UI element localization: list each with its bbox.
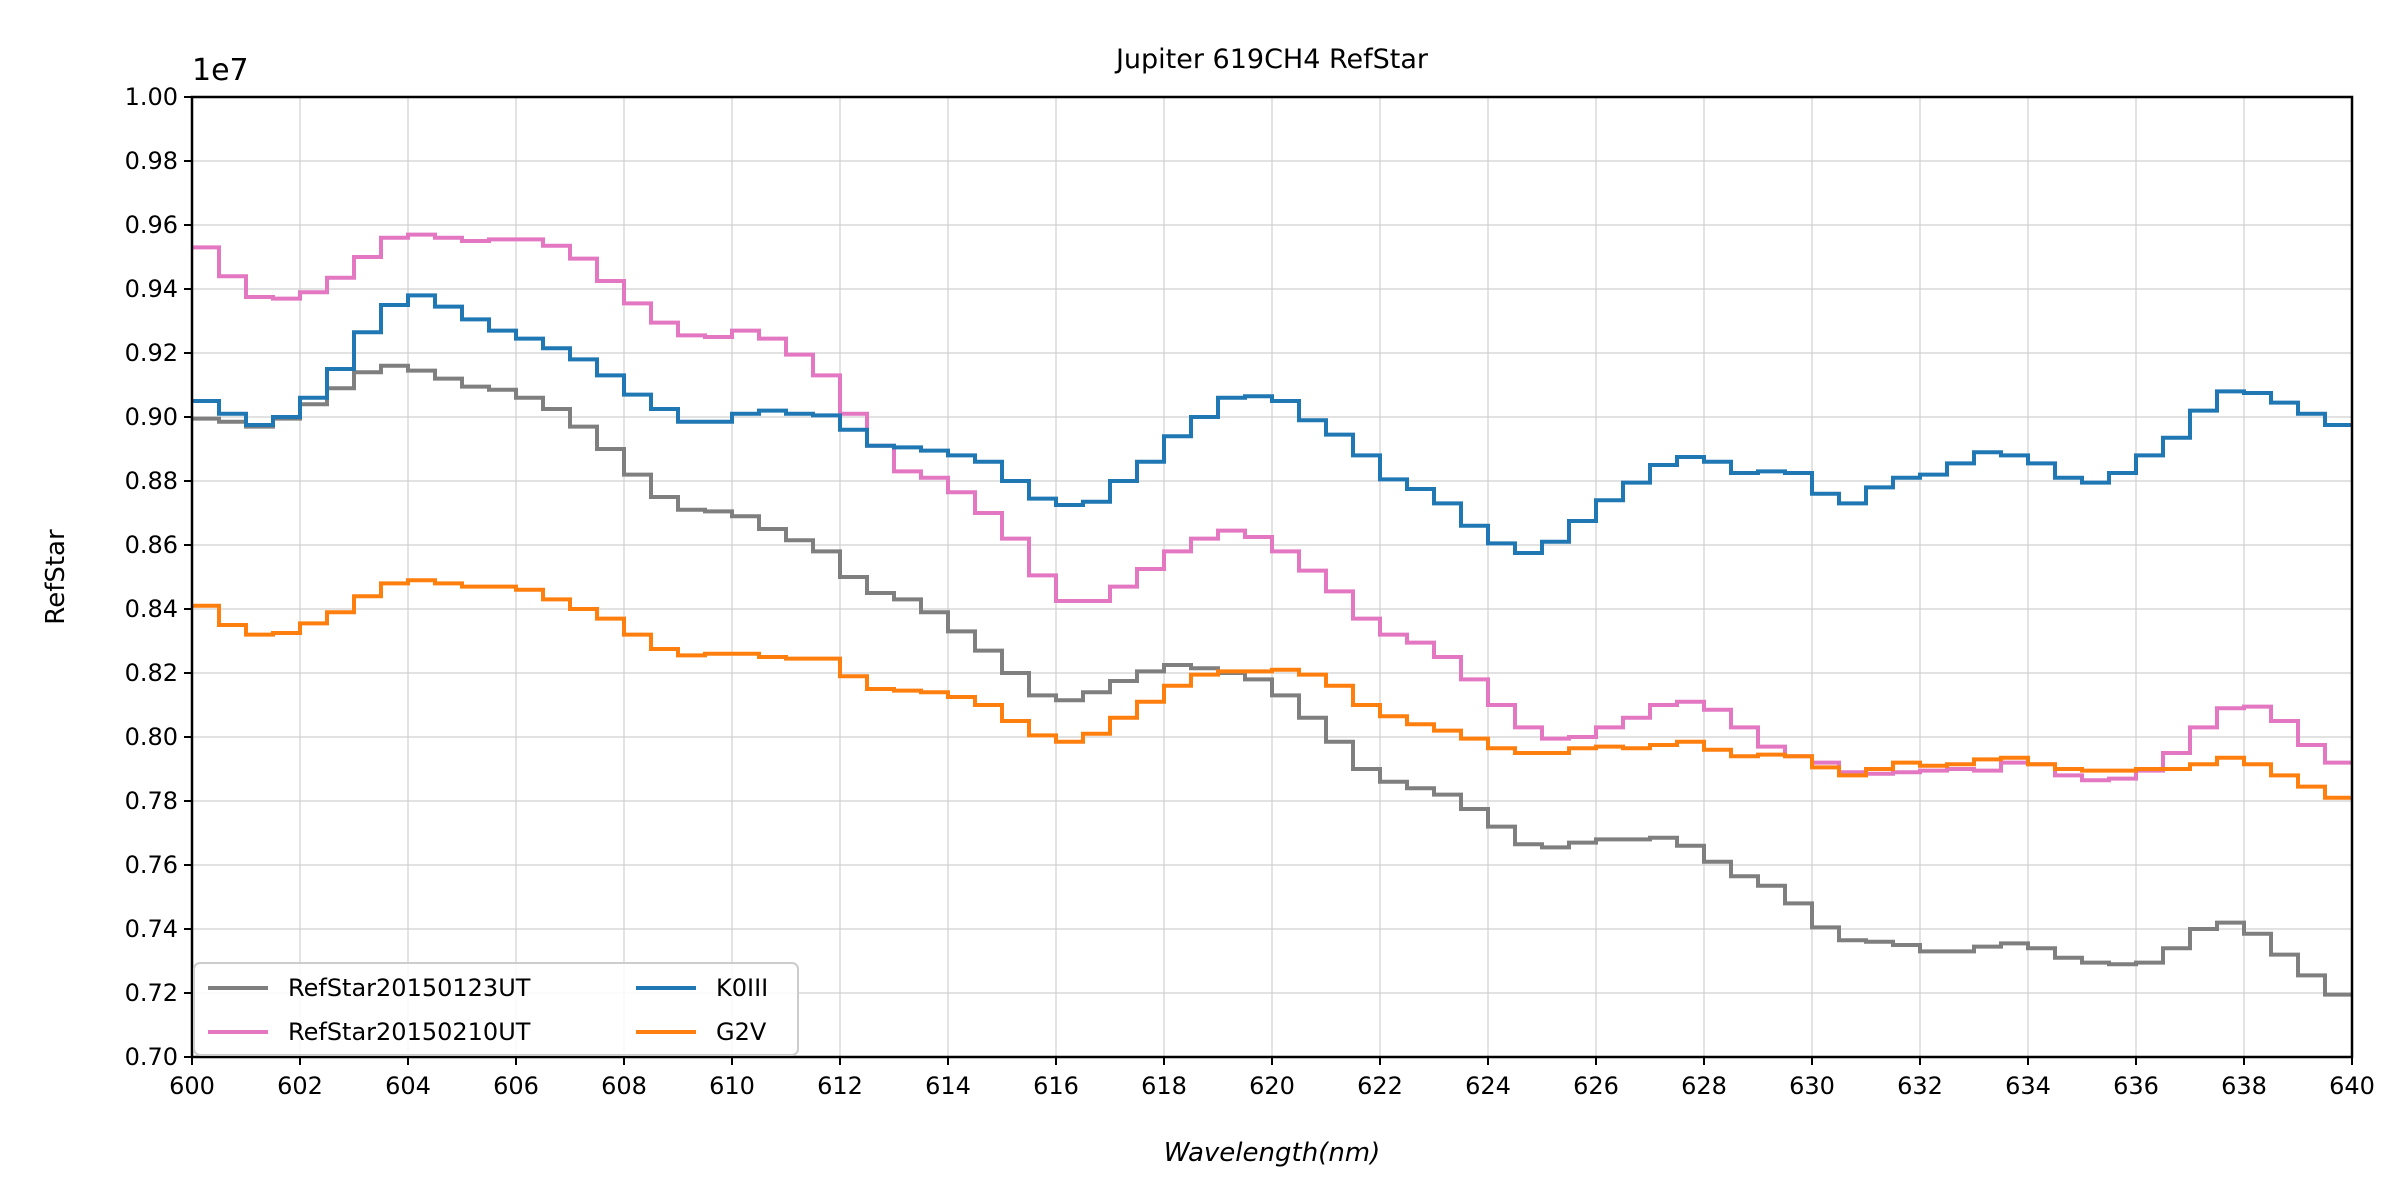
x-tick-label: 616 bbox=[1033, 1072, 1079, 1100]
x-tick-label: 614 bbox=[925, 1072, 971, 1100]
x-tick-label: 632 bbox=[1897, 1072, 1943, 1100]
y-tick-label: 0.94 bbox=[125, 275, 178, 303]
axis-ticks: 600 602 604 606 608 610 612 614 616 618 620 622 624 6… bbox=[125, 83, 2375, 1100]
y-tick-label: 0.72 bbox=[125, 979, 178, 1007]
legend-label: RefStar20150210UT bbox=[288, 1018, 531, 1046]
y-tick-label: 0.76 bbox=[125, 851, 178, 879]
chart-title: Jupiter 619CH4 RefStar bbox=[1114, 44, 1429, 75]
x-tick-label: 602 bbox=[277, 1072, 323, 1100]
x-tick-label: 636 bbox=[2113, 1072, 2159, 1100]
y-tick-label: 1.00 bbox=[125, 83, 178, 111]
legend-label: G2V bbox=[716, 1018, 767, 1046]
x-tick-label: 610 bbox=[709, 1072, 755, 1100]
x-tick-label: 630 bbox=[1789, 1072, 1835, 1100]
series-line-refstar20150123ut bbox=[192, 363, 2352, 997]
x-tick-label: 626 bbox=[1573, 1072, 1619, 1100]
y-tick-label: 0.98 bbox=[125, 147, 178, 175]
y-tick-label: 0.84 bbox=[125, 595, 178, 623]
y-tick-label: 0.82 bbox=[125, 659, 178, 687]
x-tick-label: 624 bbox=[1465, 1072, 1511, 1100]
y-tick-label: 0.92 bbox=[125, 339, 178, 367]
legend-label: K0III bbox=[716, 974, 768, 1002]
series-lines bbox=[192, 232, 2352, 997]
x-tick-label: 612 bbox=[817, 1072, 863, 1100]
y-tick-label: 0.90 bbox=[125, 403, 178, 431]
x-axis-label: Wavelength(nm) bbox=[1164, 1138, 1381, 1168]
y-tick-label: 0.96 bbox=[125, 211, 178, 239]
y-tick-label: 0.88 bbox=[125, 467, 178, 495]
y-tick-label: 0.78 bbox=[125, 787, 178, 815]
x-tick-label: 622 bbox=[1357, 1072, 1403, 1100]
legend-label: RefStar20150123UT bbox=[288, 974, 531, 1002]
legend: RefStar20150123UT RefStar20150210UT K0III G… bbox=[193, 962, 799, 1056]
x-tick-label: 628 bbox=[1681, 1072, 1727, 1100]
x-tick-label: 618 bbox=[1141, 1072, 1187, 1100]
x-tick-label: 600 bbox=[169, 1072, 215, 1100]
x-tick-label: 634 bbox=[2005, 1072, 2051, 1100]
y-tick-label: 0.74 bbox=[125, 915, 178, 943]
y-tick-label: 0.70 bbox=[125, 1043, 178, 1071]
x-tick-label: 620 bbox=[1249, 1072, 1295, 1100]
y-offset-label: 1e7 bbox=[192, 53, 249, 88]
y-tick-label: 0.86 bbox=[125, 531, 178, 559]
x-tick-label: 604 bbox=[385, 1072, 431, 1100]
x-tick-label: 640 bbox=[2329, 1072, 2375, 1100]
y-tick-label: 0.80 bbox=[125, 723, 178, 751]
x-tick-label: 606 bbox=[493, 1072, 539, 1100]
series-line-g2v bbox=[192, 578, 2352, 800]
series-line-k0iii bbox=[192, 293, 2352, 555]
x-tick-label: 638 bbox=[2221, 1072, 2267, 1100]
series-line-refstar20150210ut bbox=[192, 232, 2352, 783]
x-tick-label: 608 bbox=[601, 1072, 647, 1100]
y-axis-label: RefStar bbox=[41, 529, 71, 625]
